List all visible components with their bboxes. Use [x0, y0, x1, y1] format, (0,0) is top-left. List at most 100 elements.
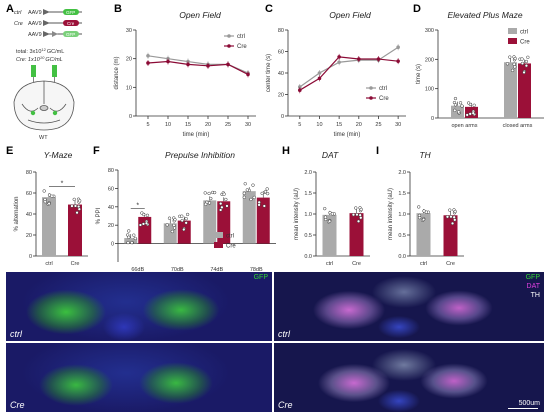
vector-row-name: AAV9 — [28, 21, 42, 27]
data-point — [357, 57, 361, 61]
x-tick-label: ctrl — [45, 261, 52, 267]
panel-letter-a: A — [6, 3, 14, 15]
individual-data-point — [263, 190, 268, 194]
individual-data-point — [355, 212, 359, 217]
individual-data-point — [351, 213, 356, 217]
th-intensity-chart: 0.0 0.5 1.0 1.5 2.0 mean intensity (aU) ctrl Cr… — [388, 170, 464, 267]
x-tick-label: 66dB — [131, 267, 144, 273]
individual-data-point — [170, 229, 174, 234]
panel-a-schematic: ctrl AAV9 Cre AAV9 AAV9 GFP Cre GFP tota… — [13, 9, 82, 141]
y-axis-label: mean intensity (aU) — [388, 188, 394, 240]
individual-data-point — [180, 218, 184, 223]
scale-bar — [508, 407, 538, 409]
y-tick-label: 0 — [281, 114, 284, 120]
individual-data-point — [505, 62, 510, 66]
y-tick-label: 2.0 — [304, 170, 312, 176]
individual-data-point — [173, 217, 177, 222]
individual-data-point — [242, 195, 246, 199]
data-point — [226, 62, 230, 67]
legend-label: ctrl — [379, 86, 387, 92]
significance-star: * — [136, 203, 139, 210]
scale-bar-label: 500um — [518, 400, 540, 407]
individual-data-point — [142, 212, 146, 217]
x-tick-label: 15 — [336, 122, 342, 128]
y-tick-label: 0.5 — [304, 233, 312, 239]
individual-data-point — [359, 216, 363, 220]
individual-data-point — [212, 190, 217, 195]
series-line-cre — [147, 60, 249, 75]
x-tick-label: Cre — [352, 261, 361, 267]
x-axis-label: time (min) — [183, 132, 210, 138]
data-point — [166, 59, 170, 64]
y-tick-label: 1.0 — [304, 212, 312, 218]
x-tick-label: 5 — [298, 122, 301, 128]
individual-data-point — [218, 208, 223, 212]
individual-data-point — [144, 221, 149, 225]
y-tick-label: 80 — [26, 170, 32, 176]
cassette-label: GFP — [66, 10, 75, 15]
bar-cre — [443, 215, 458, 256]
individual-data-point — [522, 70, 526, 75]
gfp-channel-label: GFP — [253, 274, 268, 281]
gfp-channel-label: GFP — [525, 274, 540, 281]
data-point — [246, 72, 250, 77]
individual-data-point — [224, 197, 228, 202]
panel-letter-h: H — [282, 145, 290, 157]
y-tick-label: 20 — [26, 233, 32, 239]
data-point — [146, 61, 150, 65]
individual-data-point — [204, 202, 208, 206]
series-line-ctrl — [299, 46, 399, 88]
individual-data-point — [249, 197, 253, 202]
y-axis-label: mean intensity (aU) — [294, 188, 300, 240]
individual-data-point — [450, 221, 455, 226]
x-tick-label: 10 — [165, 122, 171, 128]
bar-ctrl — [242, 191, 256, 244]
data-point — [337, 55, 341, 59]
elevated-plus-maze-chart: 0 100 200 300 time (s) open arms closed arms ct… — [416, 28, 544, 129]
data-point — [206, 64, 210, 68]
individual-data-point — [184, 221, 188, 225]
chart-c-title: Open Field — [329, 10, 371, 20]
individual-data-point — [417, 213, 422, 218]
data-point — [146, 54, 150, 58]
data-point — [376, 57, 381, 61]
individual-data-point — [222, 192, 226, 196]
bar-ctrl — [416, 213, 431, 256]
th-channel-label: TH — [530, 292, 540, 299]
individual-data-point — [207, 201, 212, 205]
individual-data-point — [130, 240, 134, 245]
wt-label: WT — [39, 135, 48, 141]
individual-data-point — [471, 111, 475, 115]
individual-data-point — [520, 61, 525, 66]
individual-data-point — [172, 226, 177, 230]
individual-data-point — [209, 196, 213, 201]
bar-cre — [465, 106, 478, 118]
chart-b-title: Open Field — [179, 10, 221, 20]
legend-swatch — [508, 38, 517, 44]
bar-ctrl — [322, 214, 337, 256]
individual-data-point — [180, 214, 184, 218]
individual-data-point — [460, 104, 464, 108]
data-point — [396, 59, 400, 63]
y-tick-label: 200 — [425, 57, 434, 63]
legend-swatch — [214, 232, 223, 238]
chart-i-title: TH — [419, 150, 431, 160]
x-tick-label: 74dB — [210, 267, 223, 273]
total-titer: total: 3x1012GC/mL — [16, 47, 64, 55]
bar-cre — [518, 63, 531, 118]
bar-cre — [68, 204, 82, 256]
y-tick-label: 20 — [126, 57, 132, 63]
individual-data-point — [245, 188, 249, 192]
y-tick-label: 30 — [126, 28, 132, 34]
individual-data-point — [526, 55, 530, 59]
individual-data-point — [220, 205, 224, 209]
individual-data-point — [524, 59, 529, 64]
ctrl-label: ctrl — [278, 329, 290, 339]
dat-channel-label: DAT — [526, 283, 540, 290]
individual-data-point — [242, 191, 246, 195]
individual-data-point — [265, 191, 270, 196]
individual-data-point — [141, 222, 146, 226]
individual-data-point — [359, 207, 363, 212]
y-tick-label: 20 — [278, 93, 284, 99]
individual-data-point — [75, 211, 79, 215]
